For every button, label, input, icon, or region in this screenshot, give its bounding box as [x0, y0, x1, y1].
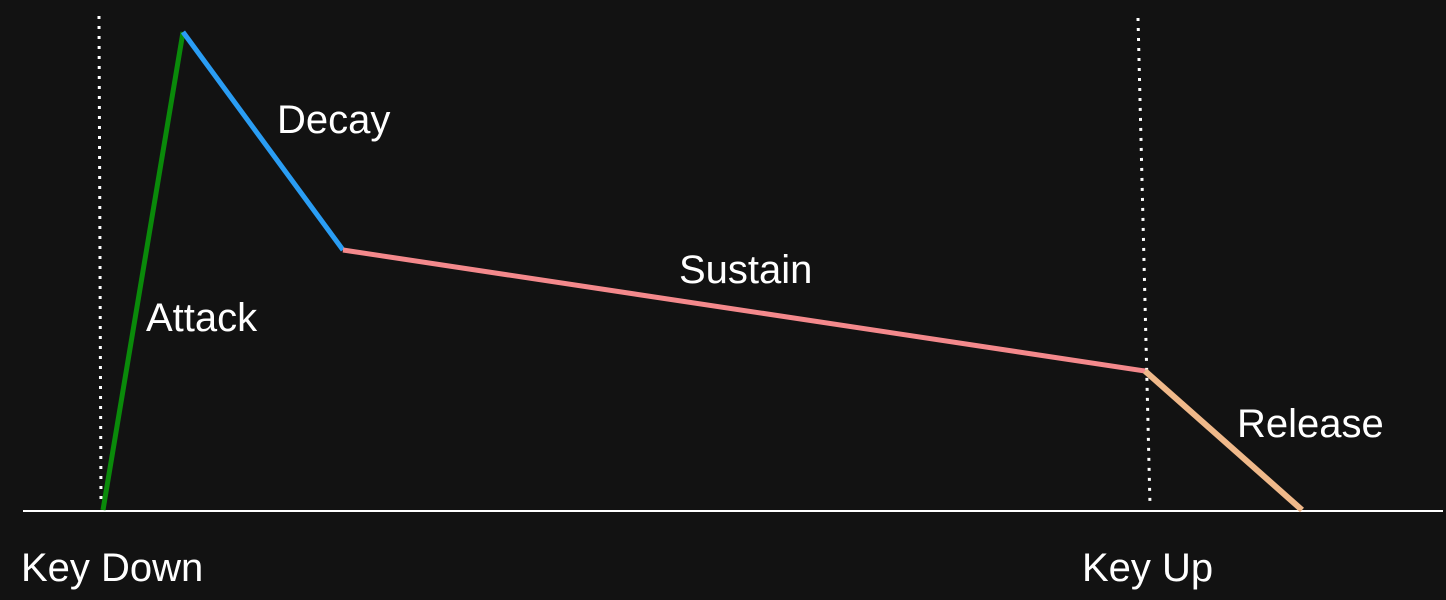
- key-down-marker: [97, 15, 103, 506]
- release-segment: [1143, 368, 1304, 513]
- decay-segment: [180, 30, 346, 252]
- key-up-label: Key Up: [1082, 546, 1213, 590]
- sustain-segment: [342, 247, 1146, 374]
- sustain-label: Sustain: [679, 248, 812, 292]
- key-down-label: Key Down: [21, 546, 203, 590]
- attack-label: Attack: [146, 296, 258, 340]
- attack-segment: [100, 31, 186, 511]
- key-up-marker: [1136, 17, 1152, 506]
- release-label: Release: [1237, 402, 1384, 446]
- decay-label: Decay: [277, 98, 390, 142]
